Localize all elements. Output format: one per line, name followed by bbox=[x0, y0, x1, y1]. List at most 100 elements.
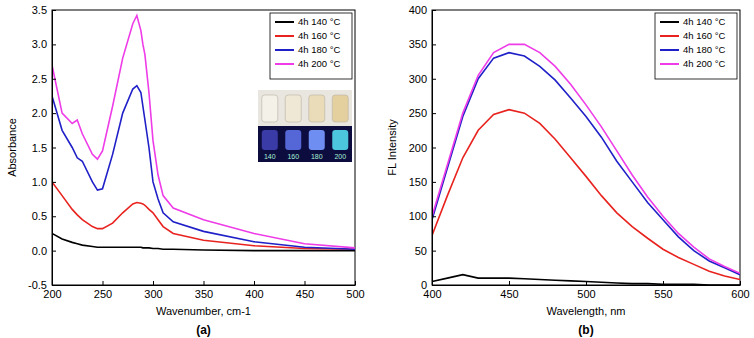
tick: 400 bbox=[409, 4, 436, 16]
tick-mark bbox=[305, 281, 306, 285]
tick-label: 3.5 bbox=[32, 4, 47, 16]
x-axis: 200250300350400450500 bbox=[43, 281, 364, 300]
tick-mark bbox=[103, 281, 104, 285]
tick-mark bbox=[254, 281, 255, 285]
tick-mark bbox=[52, 148, 56, 149]
tick-label: 0.0 bbox=[32, 245, 47, 257]
tick-label: 400 bbox=[409, 4, 427, 16]
y-axis: 0 50 100 150 200 250 300 350 400 bbox=[409, 4, 436, 291]
tick-mark bbox=[432, 79, 436, 80]
tick-mark bbox=[586, 281, 587, 285]
plot-frame bbox=[432, 10, 740, 285]
x-axis: 400450500550600 bbox=[423, 281, 749, 300]
tick-mark bbox=[432, 216, 436, 217]
tick: -0.5 bbox=[28, 279, 56, 291]
tick: 3.5 bbox=[32, 4, 56, 16]
tick-label: 300 bbox=[144, 288, 162, 300]
tick: 250 bbox=[94, 281, 112, 300]
tick-label: 3.0 bbox=[32, 38, 47, 50]
legend-swatch bbox=[660, 35, 679, 37]
vial-label: 200 bbox=[334, 153, 346, 160]
legend-label: 4h 140 °C bbox=[683, 16, 725, 27]
tick-mark bbox=[432, 251, 436, 252]
legend-swatch bbox=[660, 49, 679, 51]
tick: 50 bbox=[415, 245, 436, 257]
legend-swatch bbox=[660, 63, 679, 65]
vial-glow bbox=[262, 130, 278, 150]
tick-label: 0 bbox=[421, 279, 427, 291]
series-line bbox=[432, 53, 740, 275]
tick-mark bbox=[432, 10, 436, 11]
vial-glow bbox=[285, 130, 301, 150]
tick-label: 100 bbox=[409, 210, 427, 222]
tick: 200 bbox=[409, 142, 436, 154]
tick-mark bbox=[52, 251, 56, 252]
y-axis-title: FL Intensity bbox=[386, 119, 398, 176]
tick-label: 400 bbox=[245, 288, 263, 300]
tick-mark bbox=[432, 182, 436, 183]
vial-label: 160 bbox=[287, 153, 299, 160]
axis-line bbox=[53, 285, 356, 286]
legend-label: 4h 200 °C bbox=[298, 58, 340, 69]
series-line bbox=[52, 86, 355, 250]
tick-label: 500 bbox=[346, 288, 364, 300]
tick: 3.0 bbox=[32, 38, 56, 50]
vial-glow bbox=[309, 130, 325, 150]
tick-label: 150 bbox=[409, 176, 427, 188]
tick: 300 bbox=[409, 73, 436, 85]
vial bbox=[285, 95, 301, 122]
y-axis: -0.50.00.51.01.52.02.53.03.5 bbox=[28, 4, 56, 291]
tick-mark bbox=[52, 44, 56, 45]
tick-label: 250 bbox=[409, 107, 427, 119]
tick-mark bbox=[432, 113, 436, 114]
tick-mark bbox=[204, 281, 205, 285]
tick: 600 bbox=[731, 281, 749, 300]
x-axis-title: Wavenumber, cm-1 bbox=[156, 305, 251, 317]
legend-swatch bbox=[275, 63, 294, 65]
tick-label: 250 bbox=[94, 288, 112, 300]
vial-label: 180 bbox=[311, 153, 323, 160]
tick-mark bbox=[432, 44, 436, 45]
inset-photo: 140160180200 bbox=[258, 90, 352, 162]
figure: 200250300350400450500-0.50.00.51.01.52.0… bbox=[0, 0, 754, 338]
tick-mark bbox=[52, 10, 56, 11]
tick-mark bbox=[153, 281, 154, 285]
tick-mark bbox=[52, 79, 56, 80]
inset-daylight bbox=[258, 90, 352, 126]
tick: 350 bbox=[195, 281, 213, 300]
plot-area bbox=[52, 16, 355, 251]
tick-label: 0.5 bbox=[32, 210, 47, 222]
x-axis-title: Wavelength, nm bbox=[546, 305, 625, 317]
tick: 1.0 bbox=[32, 176, 56, 188]
tick: 450 bbox=[296, 281, 314, 300]
tick-mark bbox=[52, 182, 56, 183]
y-axis-title: Absorbance bbox=[6, 118, 18, 177]
tick: 350 bbox=[409, 38, 436, 50]
panel-label: (a) bbox=[196, 323, 211, 337]
tick: 150 bbox=[409, 176, 436, 188]
tick-mark bbox=[355, 281, 356, 285]
legend-swatch bbox=[275, 35, 294, 37]
legend-swatch bbox=[660, 21, 679, 23]
tick-label: 350 bbox=[409, 38, 427, 50]
axis-line bbox=[433, 285, 741, 286]
tick-label: 600 bbox=[731, 288, 749, 300]
tick: 450 bbox=[500, 281, 518, 300]
tick-label: 50 bbox=[415, 245, 427, 257]
tick: 500 bbox=[577, 281, 595, 300]
legend-swatch bbox=[275, 21, 294, 23]
tick: 400 bbox=[245, 281, 263, 300]
vial bbox=[309, 95, 325, 122]
legend: 4h 140 °C4h 160 °C4h 180 °C4h 200 °C bbox=[270, 13, 352, 79]
legend-box bbox=[270, 13, 352, 79]
vial bbox=[332, 95, 348, 122]
legend-swatch bbox=[275, 49, 294, 51]
tick: 0.0 bbox=[32, 245, 56, 257]
tick-label: 300 bbox=[409, 73, 427, 85]
tick-mark bbox=[432, 148, 436, 149]
tick-mark bbox=[740, 281, 741, 285]
legend-label: 4h 160 °C bbox=[298, 30, 340, 41]
series-line bbox=[432, 110, 740, 280]
vial-glow bbox=[332, 130, 348, 150]
tick-label: 350 bbox=[195, 288, 213, 300]
